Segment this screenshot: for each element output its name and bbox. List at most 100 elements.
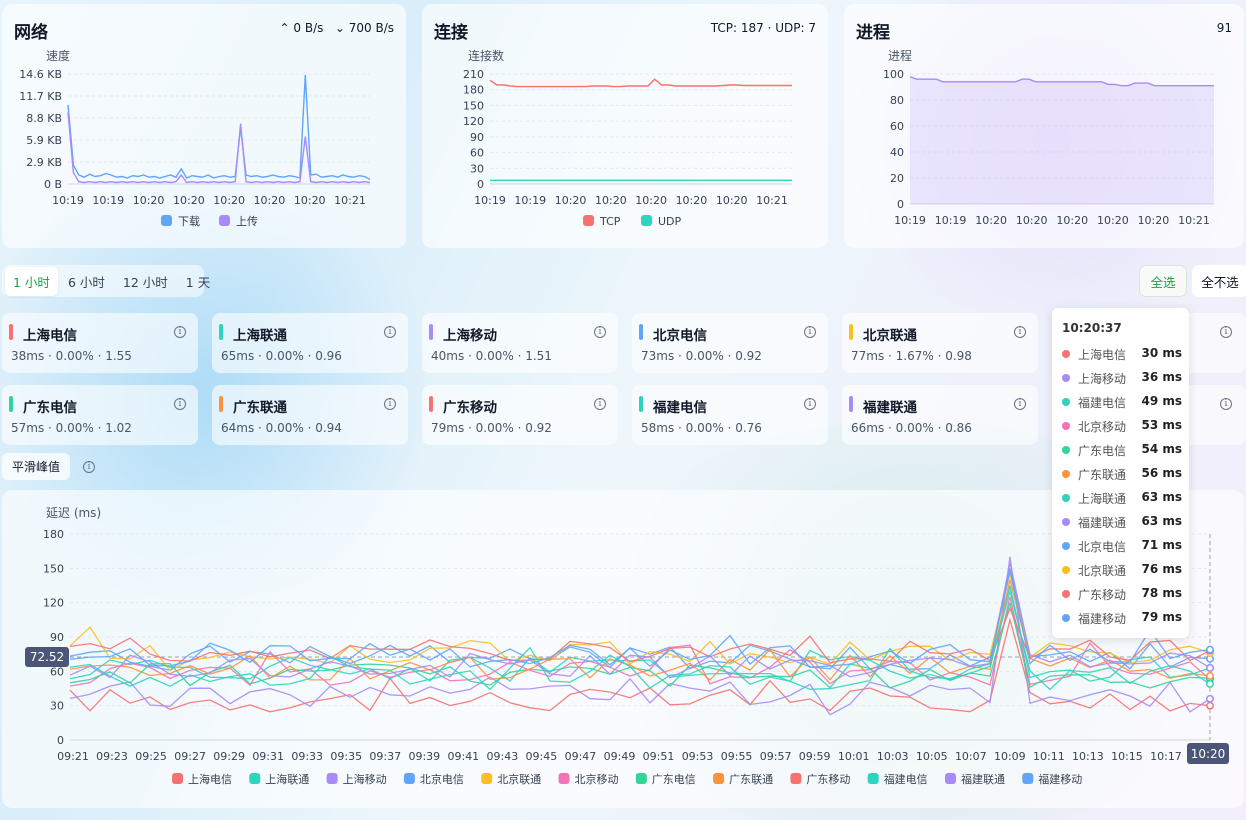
x-tick-label: 10:05	[916, 750, 948, 763]
isp-card[interactable]: 上海移动 i 40ms · 0.00% · 1.51	[422, 313, 618, 373]
latency-line-福建移动	[69, 570, 1211, 668]
info-icon[interactable]: i	[594, 398, 606, 410]
y-tick-label: 60	[470, 147, 484, 160]
connections-panel: 连接 TCP: 187 · UDP: 7 连接数 210 180 150 120 90 60…	[422, 4, 828, 248]
y-tick-label: 150	[43, 562, 64, 575]
tooltip-series-name: 广东移动	[1078, 588, 1127, 602]
info-icon[interactable]: i	[1014, 326, 1026, 338]
isp-card[interactable]: 广东电信 i 57ms · 0.00% · 1.02	[2, 385, 198, 445]
y-tick-label: 210	[463, 68, 484, 81]
info-icon[interactable]: i	[174, 326, 186, 338]
info-icon[interactable]: i	[384, 326, 396, 338]
info-icon[interactable]: i	[1014, 398, 1026, 410]
tooltip-row: 上海联通 63 ms	[1062, 490, 1182, 508]
isp-stats: 64ms · 0.00% · 0.94	[221, 421, 342, 435]
y-tick-label: 80	[890, 94, 904, 107]
x-tick-label: 10:19	[52, 194, 84, 207]
x-tick-label: 10:20	[1016, 214, 1048, 227]
legend-label: TCP	[599, 215, 621, 228]
x-tick-label: 10:20	[294, 194, 326, 207]
network-title: 网络	[14, 23, 48, 43]
tooltip-row: 广东电信 54 ms	[1062, 442, 1182, 460]
tooltip-series-name: 北京联通	[1078, 564, 1127, 578]
tooltip-series-value: 63 ms	[1141, 514, 1182, 528]
info-icon[interactable]: i	[804, 398, 816, 410]
isp-stats: 38ms · 0.00% · 1.55	[11, 349, 132, 363]
select-all-button[interactable]: 全选	[1139, 265, 1187, 297]
legend-swatch	[713, 773, 725, 784]
x-tick-label: 09:39	[408, 750, 440, 763]
x-tick-label: 10:20	[555, 194, 587, 207]
x-tick-label: 09:35	[330, 750, 362, 763]
tab-6h[interactable]: 6 小时	[67, 274, 105, 290]
legend-label: 上海移动	[343, 772, 387, 786]
x-tick-label: 10:03	[877, 750, 909, 763]
info-icon[interactable]: i	[804, 326, 816, 338]
time-range-tabs: 1 小时 6 小时 12 小时 1 天	[2, 265, 210, 297]
tooltip-row: 上海移动 36 ms	[1062, 370, 1182, 388]
x-tick-label: 09:57	[760, 750, 792, 763]
processes-title: 进程	[856, 23, 890, 43]
x-tick-label: 09:41	[447, 750, 479, 763]
legend-label: 上海联通	[265, 772, 309, 786]
y-tick-label: 120	[463, 115, 484, 128]
tooltip-series-name: 广东联通	[1078, 468, 1127, 482]
x-tick-label: 10:21	[1178, 214, 1210, 227]
latency-end-marker	[1206, 645, 1214, 654]
legend-swatch	[867, 773, 879, 784]
tab-1d[interactable]: 1 天	[185, 274, 211, 290]
info-icon[interactable]: i	[594, 326, 606, 338]
isp-card[interactable]: 广东移动 i 79ms · 0.00% · 0.92	[422, 385, 618, 445]
latency-line-上海移动	[69, 556, 1211, 716]
x-tick-label: 09:59	[799, 750, 831, 763]
tooltip-series-value: 71 ms	[1141, 538, 1182, 552]
info-icon[interactable]: i	[174, 398, 186, 410]
isp-card[interactable]: 上海电信 i 38ms · 0.00% · 1.55	[2, 313, 198, 373]
legend-swatch	[219, 215, 230, 226]
isp-color-bar	[849, 396, 853, 412]
y-tick-label: 0	[477, 178, 484, 191]
latency-line-北京电信	[69, 568, 1211, 671]
isp-stats: 66ms · 0.00% · 0.86	[851, 421, 972, 435]
x-tick-label: 10:19	[894, 214, 926, 227]
tab-1h[interactable]: 1 小时	[5, 266, 58, 296]
y-tick-label: 0	[57, 734, 64, 747]
isp-card[interactable]: 北京联通 i 77ms · 1.67% · 0.98	[842, 313, 1038, 373]
legend-swatch	[641, 215, 652, 226]
y-tick-label: 180	[463, 84, 484, 97]
arrow-up-icon: ⌃	[279, 21, 290, 35]
isp-card[interactable]: 福建电信 i 58ms · 0.00% · 0.76	[632, 385, 828, 445]
tooltip-series-value: 63 ms	[1141, 490, 1182, 504]
smooth-peaks-toggle[interactable]: 平滑峰值	[2, 453, 71, 480]
tooltip-row: 福建联通 63 ms	[1062, 514, 1182, 532]
series-line-TCP	[489, 78, 792, 88]
legend-label: 北京电信	[420, 772, 464, 786]
x-tick-label: 10:13	[1072, 750, 1104, 763]
tooltip-series-value: 36 ms	[1141, 370, 1182, 384]
x-tick-label: 10:19	[92, 194, 124, 207]
tooltip-series-name: 福建电信	[1078, 396, 1127, 410]
latency-tooltip: 10:20:37 上海电信 30 ms 上海移动 36 ms 福建电信 49 ms 北京移动…	[1052, 308, 1189, 638]
isp-card[interactable]: 广东联通 i 64ms · 0.00% · 0.94	[212, 385, 408, 445]
info-icon[interactable]: i	[1220, 326, 1232, 338]
isp-card[interactable]: 福建联通 i 66ms · 0.00% · 0.86	[842, 385, 1038, 445]
tab-12h[interactable]: 12 小时	[122, 274, 168, 290]
series-dot	[1062, 446, 1070, 454]
legend-swatch	[1022, 773, 1034, 784]
isp-name: 上海移动	[443, 328, 497, 344]
legend-swatch	[326, 773, 338, 784]
isp-color-bar	[9, 396, 13, 412]
series-dot	[1062, 590, 1070, 598]
isp-card[interactable]: 上海联通 i 65ms · 0.00% · 0.96	[212, 313, 408, 373]
isp-card[interactable]: 北京电信 i 73ms · 0.00% · 0.92	[632, 313, 828, 373]
select-none-button[interactable]: 全不选	[1192, 265, 1246, 297]
info-icon[interactable]: i	[1220, 398, 1232, 410]
tooltip-series-value: 76 ms	[1141, 562, 1182, 576]
isp-stats: 65ms · 0.00% · 0.96	[221, 349, 342, 363]
info-icon[interactable]: i	[83, 461, 95, 473]
tooltip-row: 广东移动 78 ms	[1062, 586, 1182, 604]
latency-line-上海电信	[69, 617, 1211, 713]
isp-name: 广东移动	[443, 400, 497, 416]
info-icon[interactable]: i	[384, 398, 396, 410]
x-tick-label: 10:19	[514, 194, 546, 207]
